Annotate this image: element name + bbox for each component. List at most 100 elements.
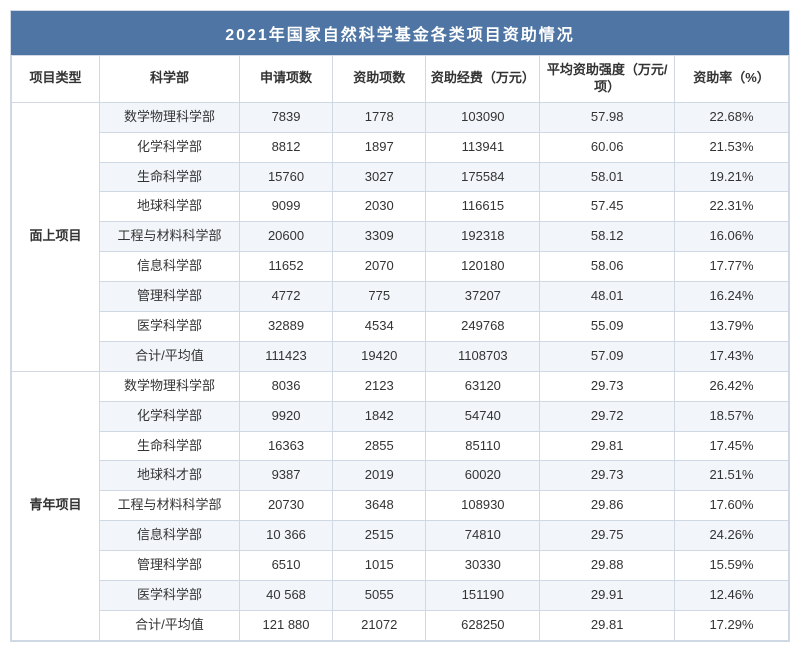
cell-amount: 151190 xyxy=(426,581,540,611)
cell-apply: 4772 xyxy=(239,282,332,312)
table-row: 医学科学部40 568505515119029.9112.46% xyxy=(12,581,789,611)
cell-funded: 2515 xyxy=(333,521,426,551)
cell-apply: 6510 xyxy=(239,551,332,581)
cell-amount: 74810 xyxy=(426,521,540,551)
col-apply: 申请项数 xyxy=(239,56,332,103)
funding-table: 项目类型 科学部 申请项数 资助项数 资助经费（万元） 平均资助强度（万元/项）… xyxy=(11,55,789,641)
cell-dept: 工程与材料科学部 xyxy=(100,222,240,252)
cell-apply: 40 568 xyxy=(239,581,332,611)
funding-table-container: 2021年国家自然科学基金各类项目资助情况 项目类型 科学部 申请项数 资助项数… xyxy=(10,10,790,642)
cell-amount: 1108703 xyxy=(426,341,540,371)
cell-dept: 管理科学部 xyxy=(100,551,240,581)
cell-apply: 8036 xyxy=(239,371,332,401)
cell-funded: 3309 xyxy=(333,222,426,252)
cell-funded: 1897 xyxy=(333,132,426,162)
cell-dept: 数学物理科学部 xyxy=(100,371,240,401)
cell-avg: 29.73 xyxy=(540,461,675,491)
cell-amount: 54740 xyxy=(426,401,540,431)
cell-amount: 120180 xyxy=(426,252,540,282)
cell-amount: 60020 xyxy=(426,461,540,491)
table-row: 医学科学部32889453424976855.0913.79% xyxy=(12,312,789,342)
cell-avg: 57.98 xyxy=(540,102,675,132)
cell-avg: 48.01 xyxy=(540,282,675,312)
cell-rate: 12.46% xyxy=(675,581,789,611)
cell-dept: 数学物理科学部 xyxy=(100,102,240,132)
col-avg: 平均资助强度（万元/项） xyxy=(540,56,675,103)
cell-dept: 化学科学部 xyxy=(100,132,240,162)
cell-avg: 29.72 xyxy=(540,401,675,431)
col-funded: 资助项数 xyxy=(333,56,426,103)
cell-avg: 58.06 xyxy=(540,252,675,282)
cell-funded: 2030 xyxy=(333,192,426,222)
cell-funded: 4534 xyxy=(333,312,426,342)
cell-amount: 249768 xyxy=(426,312,540,342)
cell-rate: 17.45% xyxy=(675,431,789,461)
table-row: 地球科才部938720196002029.7321.51% xyxy=(12,461,789,491)
cell-dept: 合计/平均值 xyxy=(100,341,240,371)
cell-avg: 29.81 xyxy=(540,431,675,461)
cell-amount: 113941 xyxy=(426,132,540,162)
cell-funded: 21072 xyxy=(333,610,426,640)
table-row: 工程与材料科学部20600330919231858.1216.06% xyxy=(12,222,789,252)
table-header: 项目类型 科学部 申请项数 资助项数 资助经费（万元） 平均资助强度（万元/项）… xyxy=(12,56,789,103)
cell-funded: 5055 xyxy=(333,581,426,611)
cell-funded: 775 xyxy=(333,282,426,312)
cell-apply: 121 880 xyxy=(239,610,332,640)
table-row: 化学科学部8812189711394160.0621.53% xyxy=(12,132,789,162)
cell-ptype: 面上项目 xyxy=(12,102,100,371)
cell-avg: 29.81 xyxy=(540,610,675,640)
cell-avg: 58.12 xyxy=(540,222,675,252)
col-dept: 科学部 xyxy=(100,56,240,103)
cell-apply: 9387 xyxy=(239,461,332,491)
cell-avg: 58.01 xyxy=(540,162,675,192)
cell-avg: 55.09 xyxy=(540,312,675,342)
cell-apply: 15760 xyxy=(239,162,332,192)
cell-funded: 1015 xyxy=(333,551,426,581)
col-amount: 资助经费（万元） xyxy=(426,56,540,103)
cell-avg: 29.91 xyxy=(540,581,675,611)
cell-rate: 17.43% xyxy=(675,341,789,371)
cell-dept: 医学科学部 xyxy=(100,581,240,611)
cell-amount: 175584 xyxy=(426,162,540,192)
table-row: 青年项目数学物理科学部803621236312029.7326.42% xyxy=(12,371,789,401)
cell-amount: 628250 xyxy=(426,610,540,640)
cell-rate: 13.79% xyxy=(675,312,789,342)
cell-funded: 2019 xyxy=(333,461,426,491)
cell-funded: 3027 xyxy=(333,162,426,192)
cell-rate: 22.31% xyxy=(675,192,789,222)
cell-amount: 116615 xyxy=(426,192,540,222)
cell-dept: 生命科学部 xyxy=(100,162,240,192)
cell-funded: 1778 xyxy=(333,102,426,132)
cell-rate: 16.24% xyxy=(675,282,789,312)
cell-funded: 1842 xyxy=(333,401,426,431)
cell-rate: 17.77% xyxy=(675,252,789,282)
cell-funded: 2123 xyxy=(333,371,426,401)
cell-dept: 信息科学部 xyxy=(100,252,240,282)
cell-apply: 7839 xyxy=(239,102,332,132)
cell-amount: 108930 xyxy=(426,491,540,521)
cell-apply: 9920 xyxy=(239,401,332,431)
table-body: 面上项目数学物理科学部7839177810309057.9822.68%化学科学… xyxy=(12,102,789,640)
cell-apply: 9099 xyxy=(239,192,332,222)
cell-amount: 30330 xyxy=(426,551,540,581)
cell-avg: 29.86 xyxy=(540,491,675,521)
cell-avg: 29.73 xyxy=(540,371,675,401)
cell-dept: 信息科学部 xyxy=(100,521,240,551)
table-row: 合计/平均值11142319420110870357.0917.43% xyxy=(12,341,789,371)
cell-dept: 地球科学部 xyxy=(100,192,240,222)
cell-funded: 2070 xyxy=(333,252,426,282)
cell-rate: 26.42% xyxy=(675,371,789,401)
cell-rate: 15.59% xyxy=(675,551,789,581)
table-row: 工程与材料科学部20730364810893029.8617.60% xyxy=(12,491,789,521)
cell-rate: 21.53% xyxy=(675,132,789,162)
cell-rate: 16.06% xyxy=(675,222,789,252)
cell-avg: 57.45 xyxy=(540,192,675,222)
table-row: 化学科学部992018425474029.7218.57% xyxy=(12,401,789,431)
cell-avg: 29.88 xyxy=(540,551,675,581)
table-row: 生命科学部1636328558511029.8117.45% xyxy=(12,431,789,461)
table-row: 管理科学部47727753720748.0116.24% xyxy=(12,282,789,312)
cell-dept: 生命科学部 xyxy=(100,431,240,461)
cell-rate: 22.68% xyxy=(675,102,789,132)
cell-apply: 20600 xyxy=(239,222,332,252)
cell-amount: 103090 xyxy=(426,102,540,132)
